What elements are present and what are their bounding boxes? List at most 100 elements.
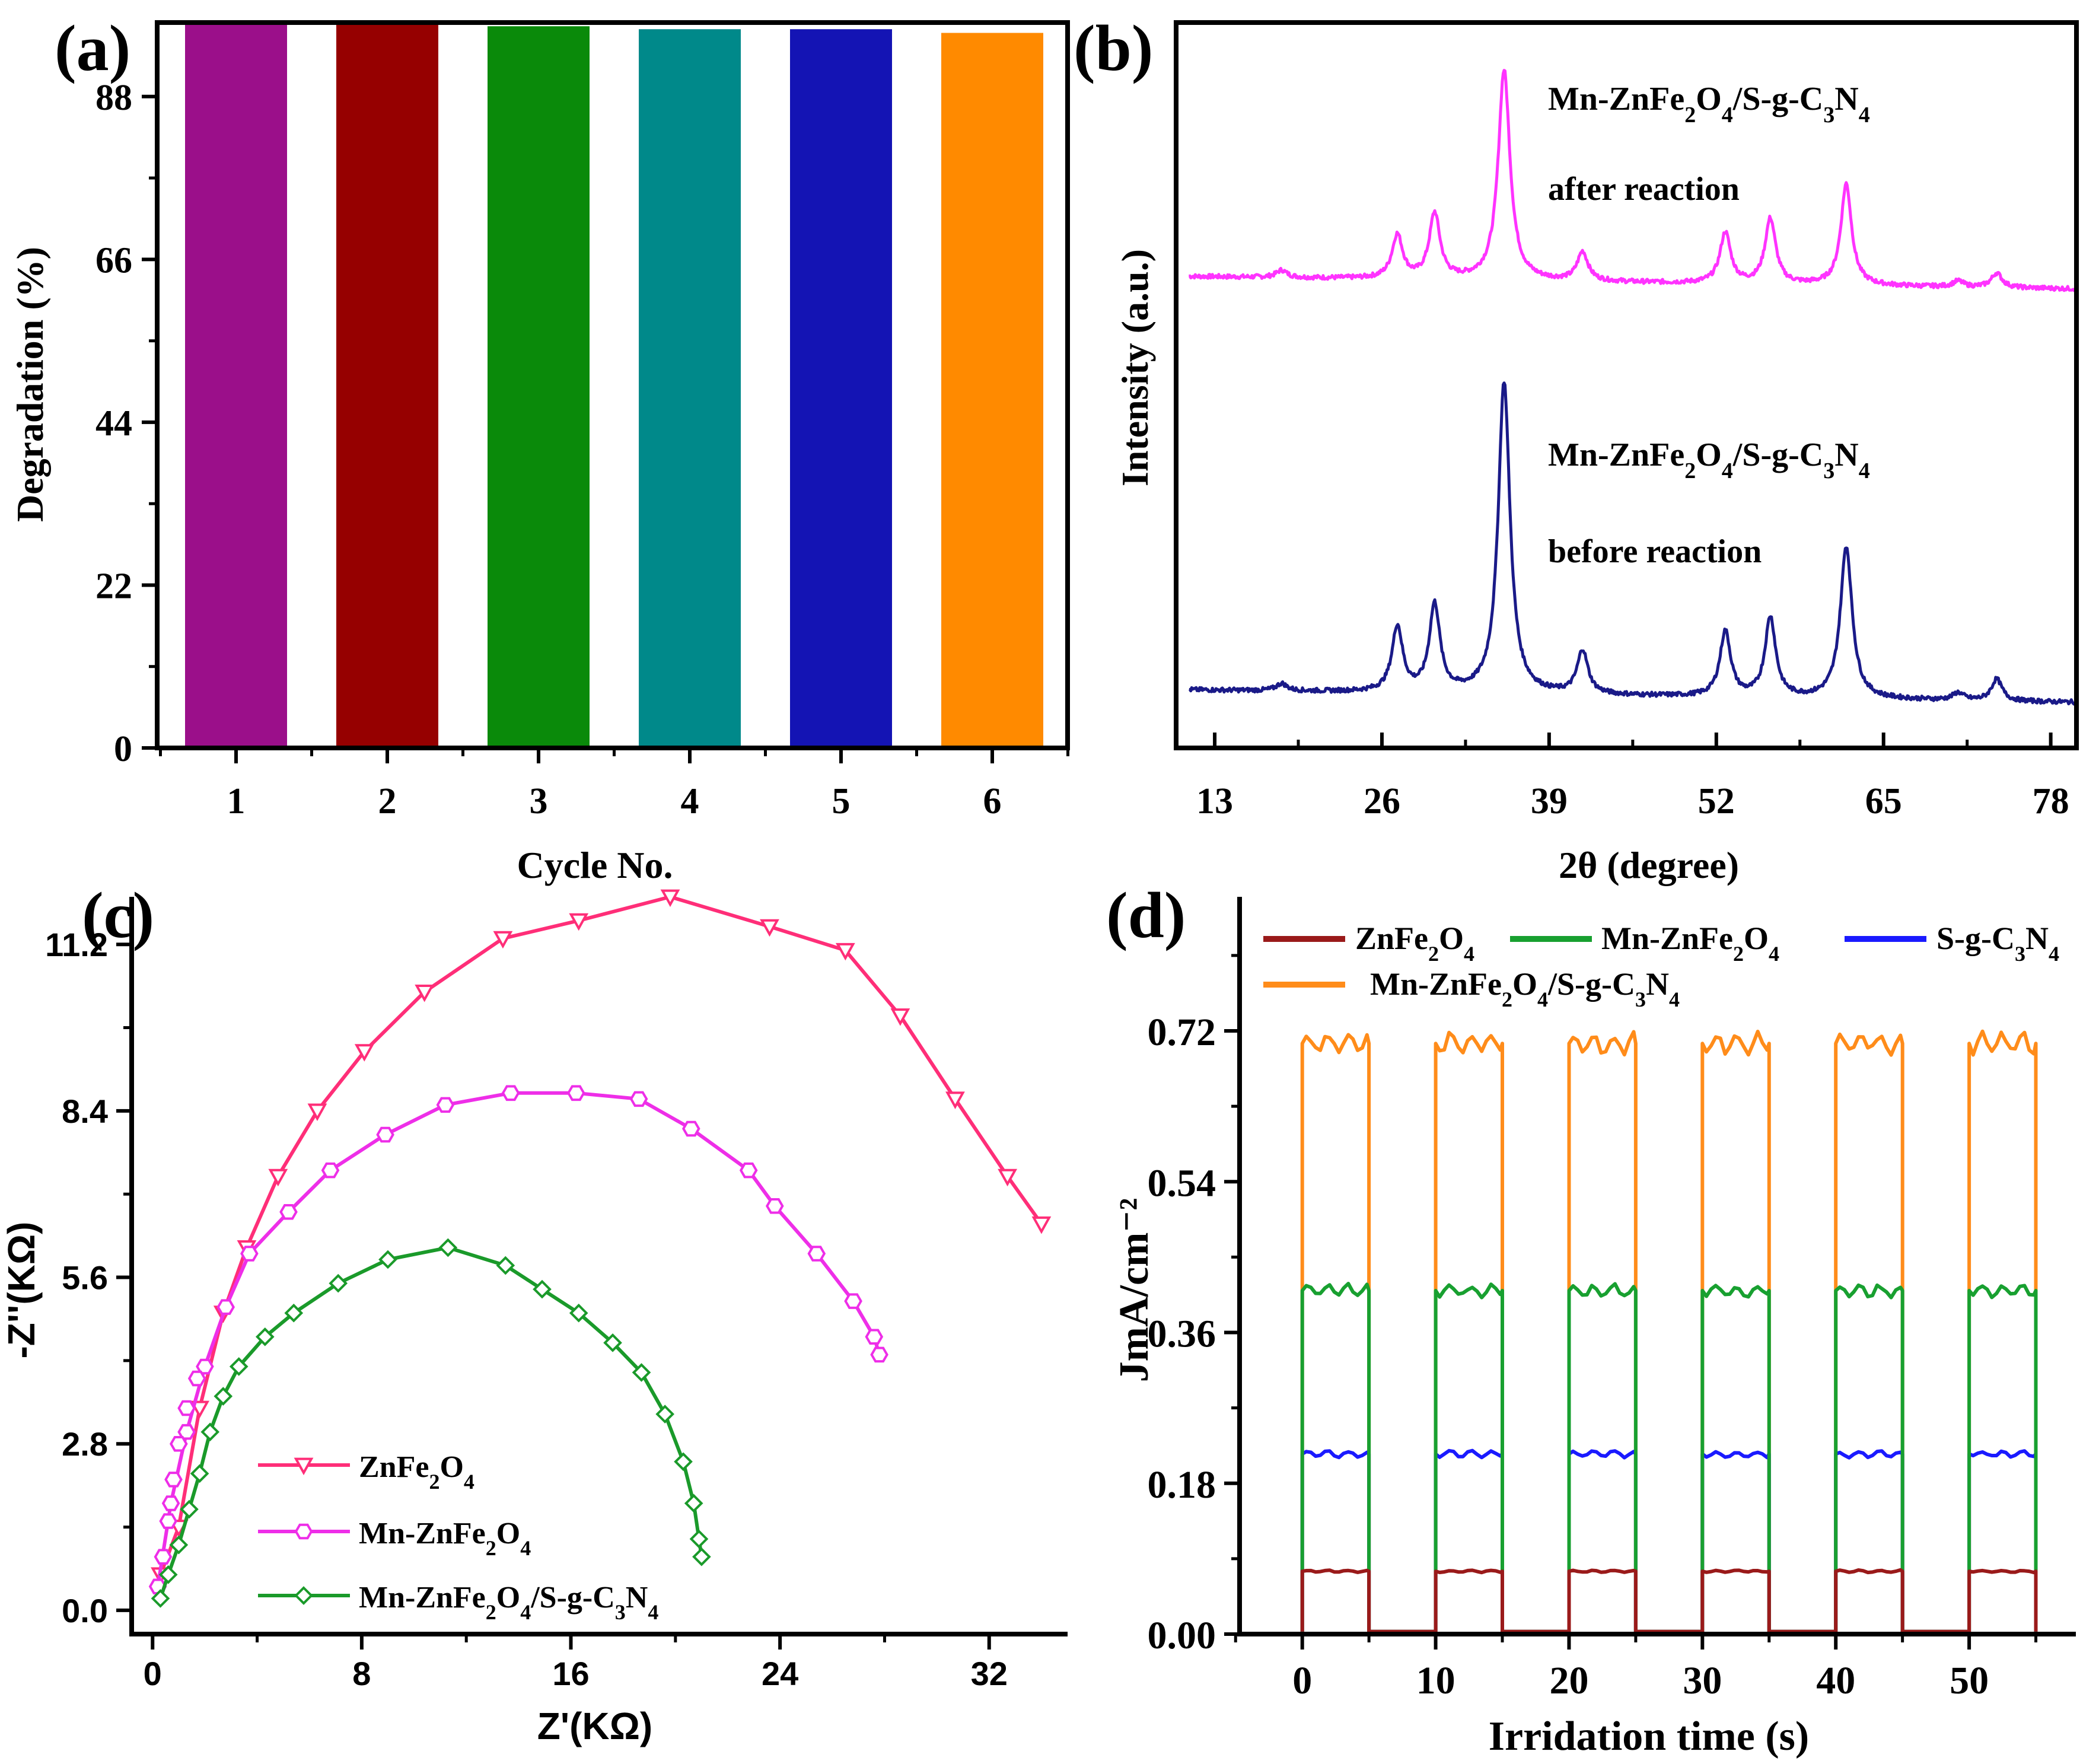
nyquist-point-1 [187,1370,206,1387]
nyquist-point-0 [268,1168,288,1187]
y-tick-label-0.54: 0.54 [1148,1161,1216,1205]
xrd-curve-before-reaction [1188,381,2078,706]
x-tick-label-3: 3 [530,781,548,821]
y-tick-label-0.72: 0.72 [1148,1011,1216,1054]
y-tick-label-0.36: 0.36 [1148,1313,1216,1356]
legend-label-2: Mn-ZnFe2O4/S-g-C3N4 [359,1581,658,1624]
nyquist-point-1 [161,1495,180,1511]
nyquist-point-1 [321,1162,340,1179]
panel-c: (c) 0 8 16 24 32 0.0 2.8 5.6 8.4 11.2 ZnFe2O4 Mn-… [0,879,1068,1747]
nyquist-point-2 [533,1279,552,1299]
x-tick-label-16: 16 [552,1655,589,1692]
x-tick-label-65: 65 [1865,781,1902,821]
nyquist-point-1 [164,1472,183,1488]
nyquist-point-1 [681,1120,700,1137]
nyquist-point-0 [493,931,513,949]
photocurrent-curve-3 [1300,1029,2038,1634]
y-tick-label-0.18: 0.18 [1148,1463,1216,1507]
nyquist-point-2 [151,1589,170,1608]
y-tick-label-5.6: 5.6 [62,1259,108,1297]
nyquist-point-2 [692,1547,711,1566]
panel-d-legend-label-znfe2o4: ZnFe2O4 [1355,921,1474,966]
nyquist-point-2 [496,1256,515,1275]
panel-d-axes [1237,897,2076,1636]
photocurrent-curve-0 [1300,1568,2038,1634]
x-tick-label-6: 6 [983,781,1002,821]
nyquist-point-2 [632,1363,651,1382]
nyquist-point-2 [158,1565,178,1584]
panel-d-x-axis-title: Irridation time (s) [1489,1714,1809,1759]
nyquist-point-1 [279,1204,298,1220]
nyquist-point-0 [1031,1216,1052,1234]
x-tick-label-5: 5 [832,781,851,821]
panel-c-y-axis-title: -Z''(KΩ) [0,1222,43,1359]
panel-d-y-axis-title: JmA/cm⁻² [1111,1198,1157,1383]
nyquist-point-1 [865,1329,884,1345]
nyquist-point-1 [807,1246,826,1262]
y-tick-label-88: 88 [95,78,132,118]
photocurrent-curve-1 [1300,1282,2038,1634]
panel-a-label: (a) [55,12,130,84]
x-tick-label-24: 24 [762,1655,798,1692]
nyquist-point-2 [569,1303,588,1323]
panel-a-frame [155,20,1070,750]
nyquist-point-0 [890,1008,910,1026]
nyquist-point-2 [684,1494,703,1513]
panel-a-y-axis-title: Degradation (%) [9,247,51,522]
panel-b-series-before-caption: before reaction [1548,533,1762,570]
nyquist-point-2 [674,1452,693,1472]
y-tick-label-44: 44 [95,403,132,444]
bar-cycle-3 [488,26,590,749]
legend-label-1: Mn-ZnFe2O4 [359,1517,531,1560]
bar-cycle-6 [941,33,1043,748]
nyquist-point-1 [501,1085,520,1101]
panel-d-legend-label-composite: Mn-ZnFe2O4/S-g-C3N4 [1370,966,1680,1011]
panel-c-axes [129,897,1068,1636]
legend-marker-1 [294,1523,313,1540]
panel-c-y-ticks: 0.0 2.8 5.6 8.4 11.2 [45,926,132,1629]
panel-c-legend: ZnFe2O4 Mn-ZnFe2O4 Mn-ZnFe2O4/S-g-C3N4 [258,1450,658,1624]
x-tick-label-52: 52 [1698,781,1735,821]
nyquist-point-2 [329,1273,348,1293]
nyquist-point-0 [569,913,589,931]
nyquist-point-1 [629,1091,648,1107]
panel-c-x-ticks: 0 8 16 24 32 [144,1634,1008,1692]
panel-b-y-axis-title: Intensity (a.u.) [1114,249,1156,486]
nyquist-point-1 [196,1358,214,1375]
nyquist-point-2 [214,1387,233,1406]
nyquist-point-2 [200,1422,220,1442]
x-tick-label-8: 8 [352,1655,371,1692]
y-tick-label-66: 66 [95,240,132,281]
panel-d-legend-label-s-g-c3n4: S-g-C3N4 [1936,921,2059,966]
legend-marker-0 [294,1457,314,1476]
nyquist-point-2 [190,1464,209,1483]
x-tick-label-4: 4 [681,781,699,821]
panel-b-curves [1188,69,2078,706]
x-tick-label-10: 10 [1416,1659,1455,1702]
panel-d-x-ticks: 0 10 20 30 40 50 [1234,1634,2038,1702]
x-tick-label-2: 2 [378,781,397,821]
photocurrent-curve-2 [1300,1448,2038,1634]
x-tick-label-30: 30 [1683,1659,1722,1702]
panel-b-x-ticks: 13 26 39 52 65 78 [1196,733,2069,821]
nyquist-curve-1 [156,1091,881,1587]
xrd-curve-after-reaction [1188,69,2078,292]
panel-c-label: (c) [82,879,154,951]
x-tick-label-39: 39 [1531,781,1568,821]
panel-a: (a) 1 2 3 4 5 6 0 22 44 66 88 Cycle No. Degradati… [9,12,1070,886]
y-tick-label-0.0: 0.0 [62,1592,108,1629]
nyquist-point-0 [835,943,855,961]
y-tick-label-8.4: 8.4 [62,1093,108,1130]
nyquist-point-1 [159,1513,178,1529]
nyquist-point-2 [378,1250,397,1269]
nyquist-point-1 [177,1424,196,1440]
panel-c-curves [148,889,1052,1608]
x-tick-label-26: 26 [1364,781,1400,821]
panel-a-bars [185,23,1043,749]
panel-b-label: (b) [1074,12,1153,84]
panel-d-y-ticks: 0.00 0.18 0.36 0.54 0.72 [1148,954,1240,1657]
panel-d-legend: ZnFe2O4 Mn-ZnFe2O4 S-g-C3N4 Mn-ZnFe2O4/S… [1263,921,2059,1011]
nyquist-point-2 [169,1535,189,1555]
nyquist-point-2 [438,1238,458,1257]
x-tick-label-40: 40 [1816,1659,1855,1702]
